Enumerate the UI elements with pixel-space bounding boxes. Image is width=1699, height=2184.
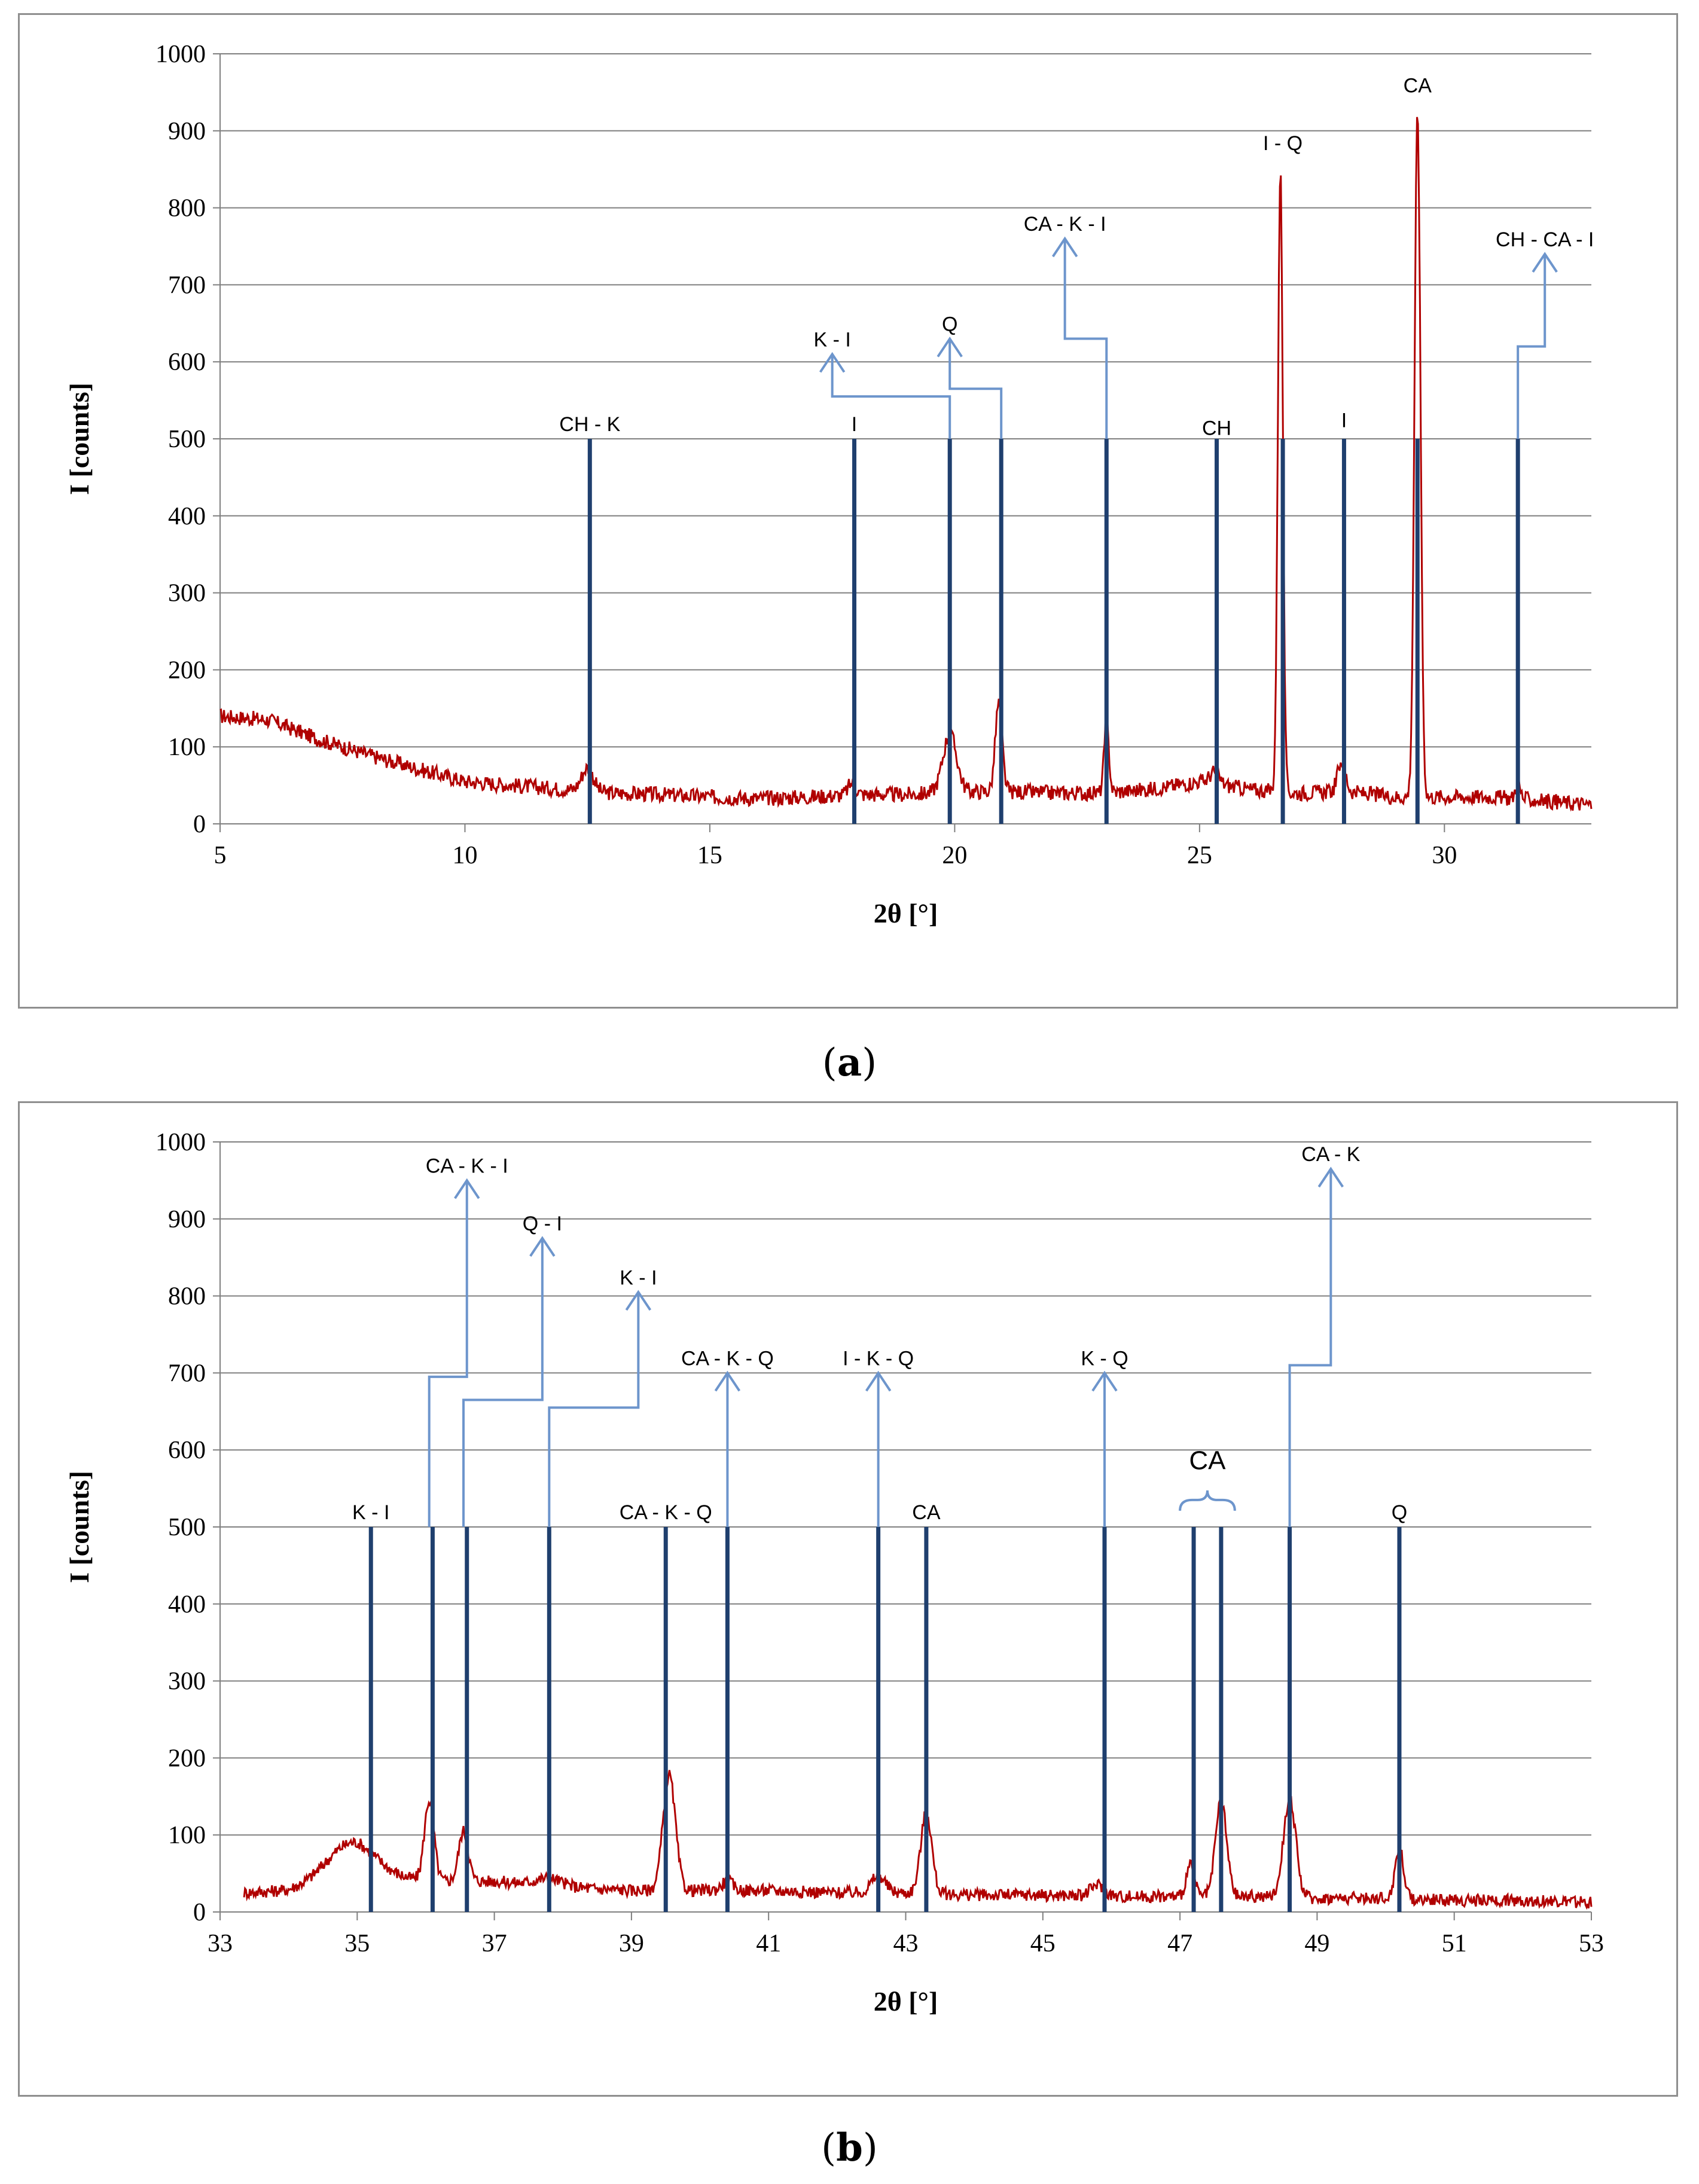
peak-label: CH - K (559, 413, 620, 436)
callout-arrowhead (714, 1370, 741, 1392)
peak-label: CA (1404, 74, 1432, 97)
callout-arrowhead (819, 352, 846, 373)
y-tick-label: 500 (168, 1514, 206, 1541)
callout-arrowhead (1317, 1166, 1344, 1188)
peak-label: CA - K - Q (620, 1501, 712, 1524)
x-tick-label: 51 (1442, 1930, 1467, 1957)
y-tick-label: 500 (168, 426, 206, 453)
x-tick-label: 49 (1304, 1930, 1329, 1957)
callout-connector (462, 1238, 544, 1527)
y-tick-label: 0 (193, 1899, 206, 1926)
x-tick-label: 15 (697, 842, 722, 869)
x-axis-title: 2θ [°] (874, 898, 938, 928)
peak-label: CA (912, 1501, 941, 1524)
peak-label: Q (1392, 1501, 1407, 1524)
callout-connector (948, 338, 1003, 439)
callout-arrowhead (865, 1370, 892, 1392)
x-tick-label: 37 (482, 1930, 507, 1957)
y-tick-label: 0 (193, 811, 206, 838)
callout-arrowhead (937, 336, 963, 358)
x-tick-label: 47 (1167, 1930, 1192, 1957)
y-tick-label: 400 (168, 1591, 206, 1618)
callout-label: Q (942, 313, 957, 336)
callout-label: CA - K - I (426, 1155, 508, 1178)
caption-b: (b) (821, 2125, 878, 2170)
peak-label: CA (1189, 1446, 1226, 1475)
callout-label: K - I (620, 1266, 657, 1289)
y-tick-label: 100 (168, 1822, 206, 1849)
xrd-chart-a: 0 100 200 300 400 500 600 700 800 900 1000 5 10 15 20 2… (64, 41, 1594, 928)
callout-label: CH - CA - I (1496, 228, 1594, 251)
callout-label: I - K - Q (843, 1348, 914, 1370)
callout-arrowhead (1091, 1370, 1118, 1392)
x-tick-label: 45 (1030, 1930, 1056, 1957)
x-tick-label: 25 (1187, 842, 1212, 869)
xrd-pattern-line (243, 1770, 1593, 1910)
callout-label: K - Q (1081, 1348, 1128, 1370)
callout-connector (428, 1180, 468, 1527)
peak-label: K - I (352, 1501, 389, 1524)
callout-arrowhead (529, 1236, 556, 1257)
group-brace (1179, 1490, 1236, 1511)
x-tick-label: 53 (1579, 1930, 1604, 1957)
peak-label: CH (1202, 417, 1231, 440)
callout-connector (1288, 1169, 1332, 1527)
y-tick-label: 400 (168, 503, 206, 530)
y-tick-label: 700 (168, 271, 206, 299)
y-tick-label: 600 (168, 349, 206, 376)
chart-panel-a: 0 100 200 300 400 500 600 700 800 900 1000 5 10 15 20 2… (18, 13, 1678, 1009)
y-tick-label: 900 (168, 118, 206, 145)
callout-label: Q - I (523, 1212, 562, 1235)
callout-label: CA - K - I (1024, 213, 1106, 236)
x-tick-label: 39 (619, 1930, 644, 1957)
callout-arrowhead (625, 1290, 652, 1311)
y-tick-label: 800 (168, 1283, 206, 1311)
callout-connector (831, 354, 951, 439)
peak-label: I (852, 413, 857, 436)
callout-connector (1517, 253, 1547, 439)
x-tick-label: 41 (756, 1930, 781, 1957)
y-tick-label: 200 (168, 656, 206, 684)
x-tick-label: 5 (214, 842, 227, 869)
y-tick-label: 800 (168, 195, 206, 222)
callout-connector (548, 1292, 640, 1527)
y-axis-title: I [counts] (64, 383, 94, 495)
y-tick-label: 1000 (155, 1129, 206, 1156)
callout-connector (1063, 239, 1108, 439)
callout-arrowhead (454, 1178, 480, 1199)
x-tick-label: 43 (893, 1930, 919, 1957)
y-tick-label: 900 (168, 1206, 206, 1233)
y-tick-label: 300 (168, 580, 206, 607)
callout-label: K - I (813, 328, 850, 351)
x-tick-label: 30 (1432, 842, 1457, 869)
caption-a: (a) (822, 1040, 877, 1085)
peak-label: I (1341, 410, 1347, 432)
chart-panel-b: 0 100 200 300 400 500 600 700 800 900 1000 33 35 37 39… (18, 1101, 1678, 2097)
x-tick-label: 35 (344, 1930, 370, 1957)
xrd-pattern-line (219, 117, 1593, 812)
y-tick-label: 300 (168, 1668, 206, 1696)
y-tick-label: 700 (168, 1360, 206, 1387)
y-tick-label: 100 (168, 734, 206, 761)
callout-label: CA - K (1301, 1143, 1361, 1166)
y-tick-label: 600 (168, 1437, 206, 1464)
callout-label: CA - K - Q (681, 1348, 774, 1370)
callout-arrowhead (1532, 252, 1558, 273)
x-tick-label: 33 (208, 1930, 233, 1957)
xrd-chart-b: 0 100 200 300 400 500 600 700 800 900 1000 33 35 37 39… (64, 1129, 1604, 2017)
y-axis-title: I [counts] (64, 1471, 94, 1583)
peak-label: I - Q (1263, 132, 1303, 155)
callout-arrowhead (1051, 236, 1078, 258)
x-axis-title: 2θ [°] (874, 1986, 938, 2017)
y-tick-label: 1000 (155, 41, 206, 68)
y-tick-label: 200 (168, 1745, 206, 1772)
x-tick-label: 20 (942, 842, 967, 869)
x-tick-label: 10 (452, 842, 477, 869)
